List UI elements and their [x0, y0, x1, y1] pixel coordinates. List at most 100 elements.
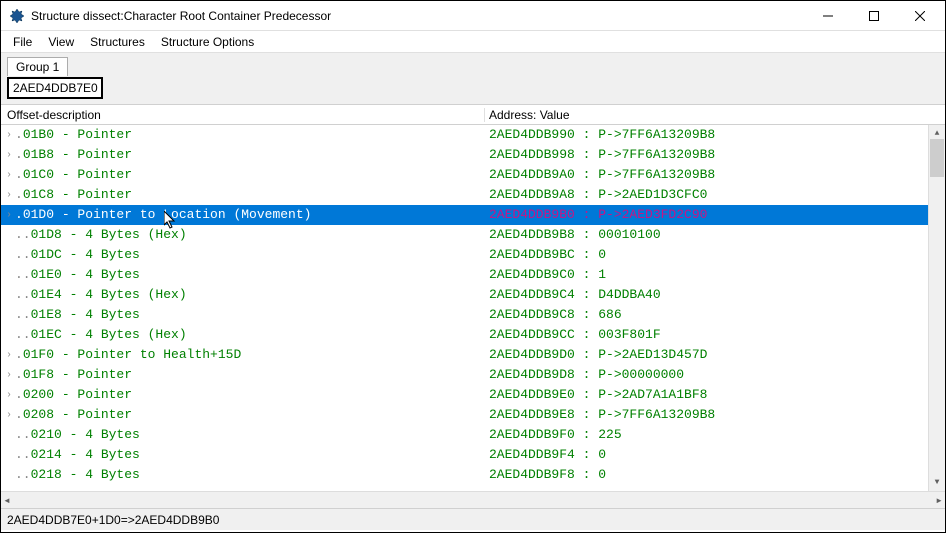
tree-dots: ..: [15, 225, 31, 245]
menu-view[interactable]: View: [40, 33, 82, 51]
offset-description: 01C0 - Pointer: [23, 165, 132, 185]
structure-row[interactable]: ..01EC - 4 Bytes (Hex)2AED4DDB9CC : 003F…: [1, 325, 945, 345]
address-cell[interactable]: 2AED4DDB9D0 : P->2AED13D457D: [485, 345, 945, 365]
offset-cell[interactable]: ›.01B0 - Pointer: [1, 125, 485, 145]
structure-row[interactable]: ›.0200 - Pointer2AED4DDB9E0 : P->2AD7A1A…: [1, 385, 945, 405]
offset-description: 01B0 - Pointer: [23, 125, 132, 145]
offset-cell[interactable]: ..0210 - 4 Bytes: [1, 425, 485, 445]
address-cell[interactable]: 2AED4DDB9C4 : D4DDBA40: [485, 285, 945, 305]
structure-row[interactable]: ›.0208 - Pointer2AED4DDB9E8 : P->7FF6A13…: [1, 405, 945, 425]
offset-cell[interactable]: ›.01D0 - Pointer to Location (Movement): [1, 205, 485, 225]
expand-icon[interactable]: ›: [3, 385, 15, 405]
expand-icon[interactable]: ›: [3, 125, 15, 145]
offset-cell[interactable]: ›.0208 - Pointer: [1, 405, 485, 425]
expand-icon[interactable]: ›: [3, 165, 15, 185]
offset-cell[interactable]: ..01EC - 4 Bytes (Hex): [1, 325, 485, 345]
address-value: 2AED4DDB9F0 : 225: [489, 427, 622, 442]
structure-row[interactable]: ›.01D0 - Pointer to Location (Movement) 2…: [1, 205, 945, 225]
expand-icon[interactable]: ›: [3, 345, 15, 365]
address-cell[interactable]: 2AED4DDB9C0 : 1: [485, 265, 945, 285]
address-cell[interactable]: 2AED4DDB9E0 : P->2AD7A1A1BF8: [485, 385, 945, 405]
structure-row[interactable]: ..01E4 - 4 Bytes (Hex)2AED4DDB9C4 : D4DD…: [1, 285, 945, 305]
offset-description: 01F8 - Pointer: [23, 365, 132, 385]
address-cell[interactable]: 2AED4DDB9C8 : 686: [485, 305, 945, 325]
expand-icon[interactable]: ›: [3, 365, 15, 385]
address-cell[interactable]: 2AED4DDB9F8 : 0: [485, 465, 945, 485]
close-button[interactable]: [897, 2, 943, 30]
tree-dots: .: [15, 125, 23, 145]
offset-cell[interactable]: ›.01C8 - Pointer: [1, 185, 485, 205]
expand-icon[interactable]: ›: [3, 185, 15, 205]
tree-dots: ..: [15, 425, 31, 445]
offset-cell[interactable]: ..01D8 - 4 Bytes (Hex): [1, 225, 485, 245]
structure-row[interactable]: ..01DC - 4 Bytes2AED4DDB9BC : 0: [1, 245, 945, 265]
structure-list[interactable]: ›.01B0 - Pointer2AED4DDB990 : P->7FF6A13…: [1, 125, 945, 491]
address-cell[interactable]: 2AED4DDB9A8 : P->2AED1D3CFC0: [485, 185, 945, 205]
structure-row[interactable]: ›.01C0 - Pointer2AED4DDB9A0 : P->7FF6A13…: [1, 165, 945, 185]
base-address-input[interactable]: 2AED4DDB7E0: [7, 77, 103, 99]
expand-icon[interactable]: ›: [3, 145, 15, 165]
tree-dots: ..: [15, 445, 31, 465]
address-value: 2AED4DDB990 : P->7FF6A13209B8: [489, 127, 715, 142]
address-cell[interactable]: 2AED4DDB9F0 : 225: [485, 425, 945, 445]
minimize-button[interactable]: [805, 2, 851, 30]
menu-structure-options[interactable]: Structure Options: [153, 33, 262, 51]
horizontal-scrollbar[interactable]: ◄ ►: [1, 491, 945, 508]
address-cell[interactable]: 2AED4DDB9B8 : 00010100: [485, 225, 945, 245]
address-cell[interactable]: 2AED4DDB9B0 : P->2AED3FD2C90: [485, 205, 945, 225]
offset-cell[interactable]: ›.01F8 - Pointer: [1, 365, 485, 385]
structure-row[interactable]: ..0214 - 4 Bytes2AED4DDB9F4 : 0: [1, 445, 945, 465]
offset-cell[interactable]: ..01DC - 4 Bytes: [1, 245, 485, 265]
menubar: File View Structures Structure Options: [1, 31, 945, 53]
address-cell[interactable]: 2AED4DDB990 : P->7FF6A13209B8: [485, 125, 945, 145]
menu-structures[interactable]: Structures: [82, 33, 153, 51]
scroll-thumb[interactable]: [930, 139, 944, 177]
address-cell[interactable]: 2AED4DDB9A0 : P->7FF6A13209B8: [485, 165, 945, 185]
offset-cell[interactable]: ›.01B8 - Pointer: [1, 145, 485, 165]
address-cell[interactable]: 2AED4DDB9CC : 003F801F: [485, 325, 945, 345]
offset-cell[interactable]: ›.01C0 - Pointer: [1, 165, 485, 185]
offset-cell[interactable]: ..01E8 - 4 Bytes: [1, 305, 485, 325]
offset-cell[interactable]: ›.0200 - Pointer: [1, 385, 485, 405]
menu-file[interactable]: File: [5, 33, 40, 51]
structure-row[interactable]: ›.01F8 - Pointer 2AED4DDB9D8 : P->0000000…: [1, 365, 945, 385]
scroll-right-arrow[interactable]: ►: [935, 496, 943, 505]
offset-cell[interactable]: ..01E4 - 4 Bytes (Hex): [1, 285, 485, 305]
structure-row[interactable]: ..0218 - 4 Bytes 2AED4DDB9F8 : 0: [1, 465, 945, 485]
offset-description: 01B8 - Pointer: [23, 145, 132, 165]
structure-row[interactable]: ›.01B8 - Pointer2AED4DDB998 : P->7FF6A13…: [1, 145, 945, 165]
offset-cell[interactable]: ..01E0 - 4 Bytes: [1, 265, 485, 285]
group-tab[interactable]: Group 1: [7, 57, 68, 76]
scroll-left-arrow[interactable]: ◄: [3, 496, 11, 505]
offset-cell[interactable]: ..0214 - 4 Bytes: [1, 445, 485, 465]
expand-icon[interactable]: ›: [3, 205, 15, 225]
address-cell[interactable]: 2AED4DDB9BC : 0: [485, 245, 945, 265]
structure-row[interactable]: ..01E8 - 4 Bytes2AED4DDB9C8 : 686: [1, 305, 945, 325]
structure-row[interactable]: ›.01F0 - Pointer to Health+15D2AED4DDB9D…: [1, 345, 945, 365]
address-cell[interactable]: 2AED4DDB998 : P->7FF6A13209B8: [485, 145, 945, 165]
address-value: 2AED4DDB9F8 : 0: [489, 467, 606, 482]
address-cell[interactable]: 2AED4DDB9D8 : P->00000000: [485, 365, 945, 385]
address-value: 2AED4DDB9D8 : P->00000000: [489, 367, 684, 382]
offset-cell[interactable]: ..0218 - 4 Bytes: [1, 465, 485, 485]
offset-description: 01EC - 4 Bytes (Hex): [31, 325, 187, 345]
address-cell[interactable]: 2AED4DDB9E8 : P->7FF6A13209B8: [485, 405, 945, 425]
structure-row[interactable]: ›.01C8 - Pointer 2AED4DDB9A8 : P->2AED1D3…: [1, 185, 945, 205]
structure-row[interactable]: ..01E0 - 4 Bytes2AED4DDB9C0 : 1: [1, 265, 945, 285]
structure-row[interactable]: ›.01B0 - Pointer 2AED4DDB990 : P->7FF6A13…: [1, 125, 945, 145]
offset-cell[interactable]: ›.01F0 - Pointer to Health+15D: [1, 345, 485, 365]
column-address-header[interactable]: Address: Value: [485, 108, 945, 122]
structure-row[interactable]: ..0210 - 4 Bytes 2AED4DDB9F0 : 225: [1, 425, 945, 445]
expand-icon[interactable]: ›: [3, 405, 15, 425]
tree-dots: .: [15, 345, 23, 365]
vertical-scrollbar[interactable]: ▲ ▼: [928, 125, 945, 491]
scroll-down-arrow[interactable]: ▼: [929, 474, 945, 491]
structure-row[interactable]: ..01D8 - 4 Bytes (Hex)2AED4DDB9B8 : 0001…: [1, 225, 945, 245]
column-offset-header[interactable]: Offset-description: [1, 108, 485, 122]
tree-dots: .: [15, 405, 23, 425]
maximize-button[interactable]: [851, 2, 897, 30]
address-value: 2AED4DDB9B0 : P->2AED3FD2C90: [489, 207, 707, 222]
address-value: 2AED4DDB9A8 : P->2AED1D3CFC0: [489, 187, 707, 202]
address-cell[interactable]: 2AED4DDB9F4 : 0: [485, 445, 945, 465]
group-bar: Group 1 2AED4DDB7E0: [1, 53, 945, 105]
